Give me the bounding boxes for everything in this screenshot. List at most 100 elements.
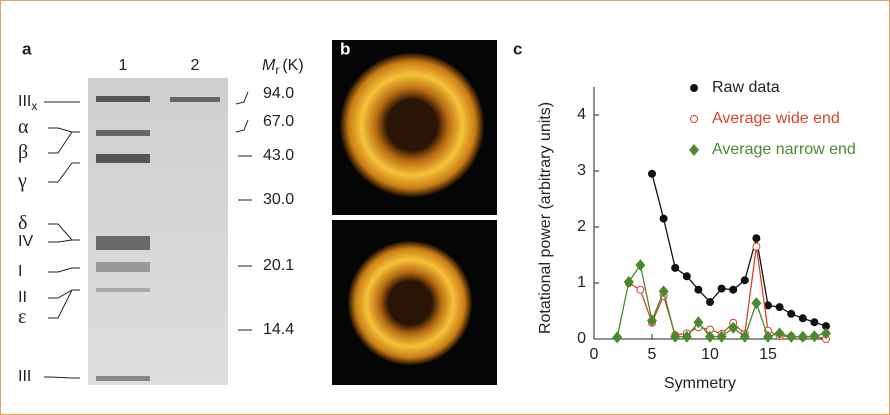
point [648, 169, 656, 178]
point [682, 272, 691, 281]
point [681, 330, 692, 343]
subunit-pointer [48, 289, 80, 299]
point [623, 275, 634, 288]
ring [340, 53, 484, 197]
gel [88, 78, 228, 385]
subunit-pointer [44, 376, 80, 379]
point [690, 84, 698, 92]
subunit-pointer [48, 131, 80, 154]
x-tick-label: 5 [648, 346, 657, 363]
point [694, 285, 703, 294]
subunit-label: δ [18, 212, 27, 234]
point [690, 115, 698, 123]
subunit-name: I [18, 263, 22, 280]
mr-label: Mr (K) [262, 57, 304, 77]
y-tick-label: 0 [577, 330, 586, 347]
point [647, 314, 657, 327]
point [775, 303, 784, 312]
point [787, 309, 796, 318]
subunit-name: γ [17, 170, 27, 192]
subunit-sub: x [31, 99, 37, 113]
point [705, 330, 715, 343]
point [658, 285, 669, 298]
subunit-label: III [18, 368, 31, 385]
point [751, 297, 762, 310]
point [728, 321, 739, 334]
point [798, 314, 807, 323]
subunit-name: β [18, 141, 28, 163]
point [740, 276, 749, 285]
y-tick-label: 2 [577, 218, 586, 235]
panel-label: b [340, 39, 350, 58]
point [716, 330, 727, 343]
lane-label: 1 [119, 57, 128, 74]
point [764, 301, 772, 310]
point [810, 318, 819, 327]
point [670, 330, 681, 343]
y-tick-label: 4 [577, 106, 586, 123]
y-axis-label: Rotational power (arbitrary units) [537, 102, 554, 334]
subunit-pointer [48, 289, 80, 319]
point [671, 263, 680, 272]
marker-label: 94.0 [263, 85, 294, 102]
point [752, 234, 761, 243]
point [636, 285, 645, 294]
x-tick-label: 0 [590, 346, 599, 363]
point [729, 285, 738, 294]
subunit-label: I [18, 263, 22, 280]
x-axis-label: Symmetry [664, 375, 736, 392]
point [739, 330, 750, 343]
chart: 0 1 2 3 4 0 5 10 15 Symmetry Rotational power (arb… [537, 79, 856, 392]
panel-label: c [513, 39, 522, 58]
subunit-pointer [48, 239, 80, 243]
marker-label: 67.0 [263, 113, 294, 130]
point [809, 330, 820, 343]
panel-label: a [22, 39, 32, 58]
subunit-name: α [18, 116, 29, 138]
subunit-pointer [48, 223, 80, 241]
y-tick-label: 3 [577, 162, 586, 179]
series-line [616, 263, 827, 338]
legend-label: Average wide end [712, 110, 840, 127]
subunit-pointer [48, 267, 80, 273]
subunit-label: γ [17, 170, 27, 192]
x-tick-label: 10 [701, 346, 719, 363]
marker-label: 30.0 [263, 191, 294, 208]
y-tick-label: 1 [577, 274, 586, 291]
subunit-label: IV [18, 233, 33, 250]
marker-label: 14.4 [263, 321, 294, 338]
point [797, 330, 808, 343]
legend-label: Raw data [712, 79, 780, 96]
marker-tick [235, 119, 249, 133]
point [752, 242, 761, 251]
subunit-name: ε [18, 306, 26, 328]
ring [348, 241, 472, 365]
subunit-name: IV [18, 233, 33, 250]
lane-label: 2 [191, 57, 200, 74]
subunit-pointer [48, 162, 80, 183]
point [659, 214, 668, 223]
subunit-name: III [18, 368, 31, 385]
marker-label: 43.0 [263, 147, 294, 164]
point [786, 330, 797, 343]
series-line [651, 173, 827, 327]
point [717, 284, 726, 293]
subunit-name: III [18, 93, 31, 110]
point [693, 316, 704, 329]
point [774, 327, 785, 340]
point [689, 144, 699, 156]
point [706, 298, 714, 307]
point [612, 331, 623, 344]
subunit-label: β [18, 141, 28, 163]
subunit-label: II [18, 289, 27, 306]
point [635, 259, 646, 272]
subunit-label: IIIx [18, 93, 37, 113]
subunit-label: α [18, 116, 29, 138]
x-tick-label: 15 [759, 346, 777, 363]
series-line [628, 246, 827, 340]
subunit-label: ε [18, 306, 26, 328]
marker-tick [235, 91, 249, 105]
subunit-name: II [18, 289, 27, 306]
point [763, 330, 773, 343]
marker-labels: 94.0 67.0 43.0 30.0 20.1 14.4 [235, 85, 294, 338]
